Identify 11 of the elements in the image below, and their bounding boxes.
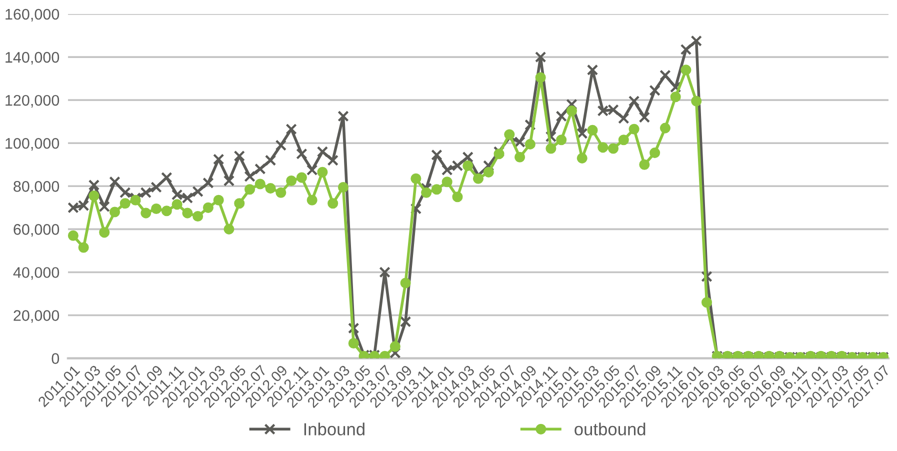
- y-tick-label: 80,000: [14, 181, 60, 194]
- y-tick-label: 60,000: [14, 224, 60, 237]
- y-tick-label: 20,000: [14, 310, 60, 323]
- legend-label: outbound: [574, 422, 646, 436]
- legend-label: Inbound: [304, 422, 364, 436]
- y-tick-label: 120,000: [6, 94, 60, 108]
- y-tick-label: 160,000: [6, 8, 60, 22]
- y-tick-label: 0: [52, 353, 60, 364]
- y-tick-label: 100,000: [6, 138, 60, 151]
- y-tick-label: 40,000: [13, 267, 60, 280]
- y-tick-label: 140,000: [6, 52, 60, 65]
